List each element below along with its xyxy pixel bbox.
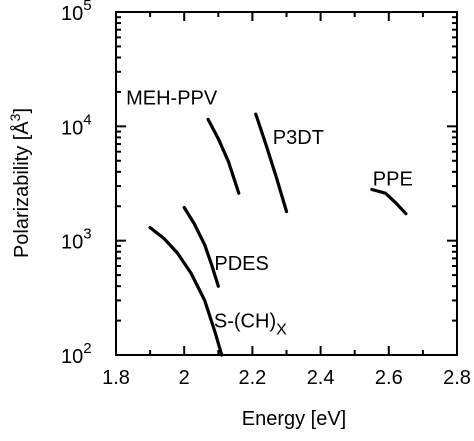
x-tick-label: 2 — [179, 367, 190, 389]
x-tick-label: 1.8 — [102, 367, 130, 389]
x-tick-label: 2.2 — [238, 367, 266, 389]
data-series — [148, 112, 408, 357]
series-label-meh-ppv: MEH-PPV — [126, 87, 218, 109]
series-label-s-ch: S-(CH)X — [214, 311, 287, 339]
x-tick-label: 2.4 — [307, 367, 335, 389]
series-line-meh-ppv — [206, 117, 241, 195]
y-tick-label: 103 — [61, 226, 92, 254]
series-label-p3dt: P3DT — [273, 127, 324, 149]
series-label-pdes: PDES — [214, 253, 268, 275]
series-line-p3dt — [254, 112, 289, 214]
y-tick-label: 104 — [61, 111, 92, 139]
series-labels: MEH-PPV P3DT PPE PDES S-(CH)X — [126, 87, 413, 338]
series-line-s-ch — [148, 226, 224, 357]
x-axis-label: Energy [eV] — [242, 408, 347, 430]
y-tick-label: 105 — [61, 0, 92, 25]
tick-labels: 1.8 2 2.2 2.4 2.6 2.8 102 103 104 105 — [61, 0, 471, 389]
y-axis-label-main: Polarizability [Å — [10, 121, 33, 258]
x-tick-label: 2.6 — [375, 367, 403, 389]
x-tick-label: 2.8 — [443, 367, 471, 389]
axis-ticks — [115, 11, 458, 356]
y-axis-label-close: ] — [11, 108, 33, 114]
y-axis-label: Polarizability [Å3] — [7, 108, 33, 258]
series-label-ppe: PPE — [373, 169, 413, 191]
series-line-ppe — [370, 187, 408, 216]
series-line-pdes — [182, 205, 220, 288]
y-axis-label-superscript: 3 — [7, 113, 23, 121]
y-tick-label: 102 — [61, 340, 92, 368]
